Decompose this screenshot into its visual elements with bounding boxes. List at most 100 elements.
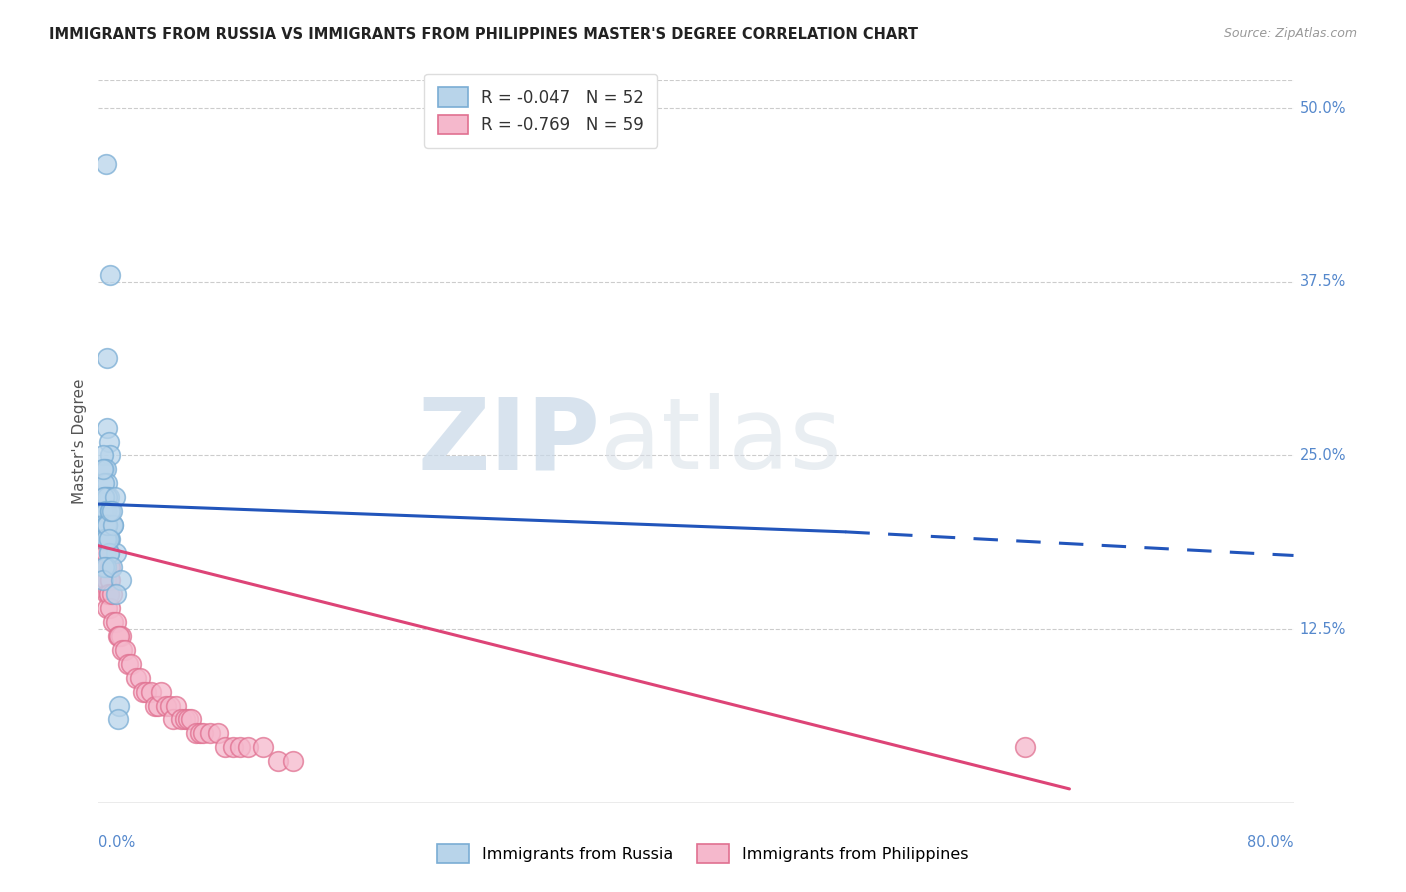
Point <box>148 698 170 713</box>
Point <box>98 449 122 463</box>
Point <box>125 671 148 685</box>
Y-axis label: Master's Degree: Master's Degree <box>72 379 87 504</box>
Point <box>93 476 115 491</box>
Point <box>97 532 120 546</box>
Point <box>105 615 128 630</box>
Point <box>108 698 131 713</box>
Point <box>229 740 252 755</box>
Point <box>155 698 177 713</box>
Point <box>162 713 184 727</box>
Point <box>98 559 122 574</box>
Point <box>129 671 152 685</box>
Point <box>111 643 134 657</box>
Point <box>94 559 117 574</box>
Point <box>91 517 114 532</box>
Point <box>93 490 115 504</box>
Point <box>96 532 118 546</box>
Text: 80.0%: 80.0% <box>1247 835 1294 850</box>
Text: 12.5%: 12.5% <box>1299 622 1346 637</box>
Point <box>200 726 222 740</box>
Point <box>103 517 125 532</box>
Point <box>174 713 197 727</box>
Point <box>93 532 115 546</box>
Point <box>91 532 114 546</box>
Point <box>91 449 114 463</box>
Point <box>94 517 117 532</box>
Point <box>94 156 117 170</box>
Point <box>98 504 122 518</box>
Point <box>93 504 115 518</box>
Point <box>135 684 157 698</box>
Point <box>97 434 120 449</box>
Point <box>96 574 118 588</box>
Point <box>97 574 120 588</box>
Point <box>97 532 120 546</box>
Point <box>103 615 125 630</box>
Text: Source: ZipAtlas.com: Source: ZipAtlas.com <box>1223 27 1357 40</box>
Point <box>94 504 117 518</box>
Point <box>91 504 114 518</box>
Point <box>177 713 200 727</box>
Point <box>98 504 122 518</box>
Point <box>104 490 127 504</box>
Text: 25.0%: 25.0% <box>1299 448 1346 463</box>
Point <box>96 490 118 504</box>
Point <box>180 713 202 727</box>
Point <box>98 601 122 615</box>
Point <box>107 629 129 643</box>
Text: 37.5%: 37.5% <box>1299 274 1346 289</box>
Point <box>207 726 229 740</box>
Legend: Immigrants from Russia, Immigrants from Philippines: Immigrants from Russia, Immigrants from … <box>429 836 977 871</box>
Point <box>96 420 118 434</box>
Point <box>101 504 124 518</box>
Text: ZIP: ZIP <box>418 393 600 490</box>
Point <box>94 517 117 532</box>
Point <box>110 629 132 643</box>
Point <box>165 698 187 713</box>
Point <box>94 490 117 504</box>
Point <box>98 574 122 588</box>
Point <box>96 559 118 574</box>
Point <box>184 726 207 740</box>
Point <box>96 476 118 491</box>
Point <box>94 462 117 476</box>
Point <box>96 351 118 366</box>
Text: IMMIGRANTS FROM RUSSIA VS IMMIGRANTS FROM PHILIPPINES MASTER'S DEGREE CORRELATIO: IMMIGRANTS FROM RUSSIA VS IMMIGRANTS FRO… <box>49 27 918 42</box>
Point <box>108 629 131 643</box>
Point <box>222 740 245 755</box>
Point <box>93 462 115 476</box>
Point <box>93 546 115 560</box>
Point <box>132 684 155 698</box>
Point <box>120 657 142 671</box>
Point <box>96 517 118 532</box>
Point <box>105 587 128 601</box>
Point <box>98 268 122 282</box>
Point <box>159 698 181 713</box>
Text: 0.0%: 0.0% <box>98 835 135 850</box>
Point <box>281 754 304 768</box>
Point <box>97 546 120 560</box>
Point <box>93 517 115 532</box>
Point <box>94 546 117 560</box>
Point <box>91 462 114 476</box>
Point <box>94 574 117 588</box>
Point <box>98 504 122 518</box>
Point <box>117 657 139 671</box>
Point <box>252 740 274 755</box>
Text: 50.0%: 50.0% <box>1299 101 1346 116</box>
Point <box>91 574 114 588</box>
Point <box>214 740 236 755</box>
Legend: R = -0.047   N = 52, R = -0.769   N = 59: R = -0.047 N = 52, R = -0.769 N = 59 <box>425 74 657 148</box>
Point <box>94 532 117 546</box>
Point <box>98 532 122 546</box>
Point <box>143 698 166 713</box>
Point <box>191 726 214 740</box>
Point <box>101 587 124 601</box>
Point <box>93 490 115 504</box>
Point <box>97 587 120 601</box>
Point <box>101 559 124 574</box>
Text: atlas: atlas <box>600 393 842 490</box>
Point <box>96 601 118 615</box>
Point <box>96 517 118 532</box>
Point <box>97 546 120 560</box>
